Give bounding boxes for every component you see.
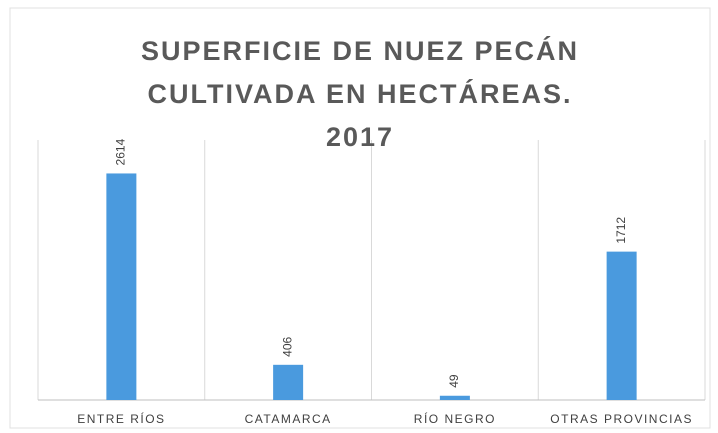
x-tick-label: OTRAS PROVINCIAS [550,412,693,426]
x-tick-label: RÍO NEGRO [414,411,496,426]
bar [439,395,470,400]
bar [606,251,637,400]
x-tick-label: ENTRE RÍOS [77,411,165,426]
data-label: 2614 [114,138,128,165]
data-label: 49 [447,374,461,388]
chart-title: SUPERFICIE DE NUEZ PECÁN CULTIVADA EN HE… [140,36,580,152]
data-label: 1712 [614,217,628,244]
bar [273,364,304,400]
x-tick-label: CATAMARCA [245,412,332,426]
data-label: 406 [280,336,294,356]
chart-border [9,7,711,429]
bar [106,173,137,400]
